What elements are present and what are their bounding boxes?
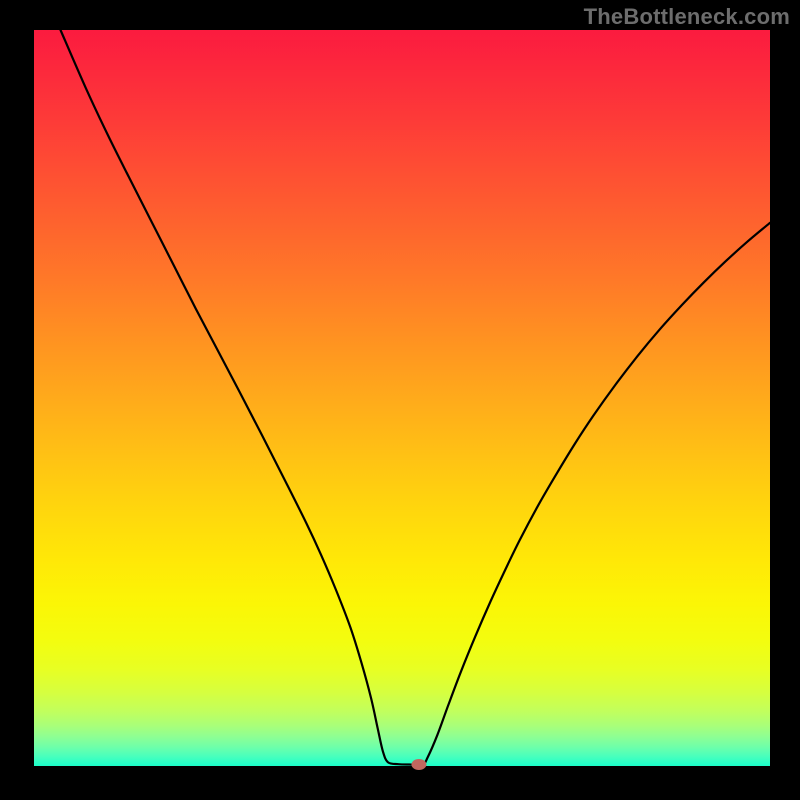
optimum-marker bbox=[411, 759, 426, 770]
watermark-text: TheBottleneck.com bbox=[584, 4, 790, 30]
bottleneck-chart bbox=[0, 0, 800, 800]
chart-background bbox=[34, 30, 770, 766]
